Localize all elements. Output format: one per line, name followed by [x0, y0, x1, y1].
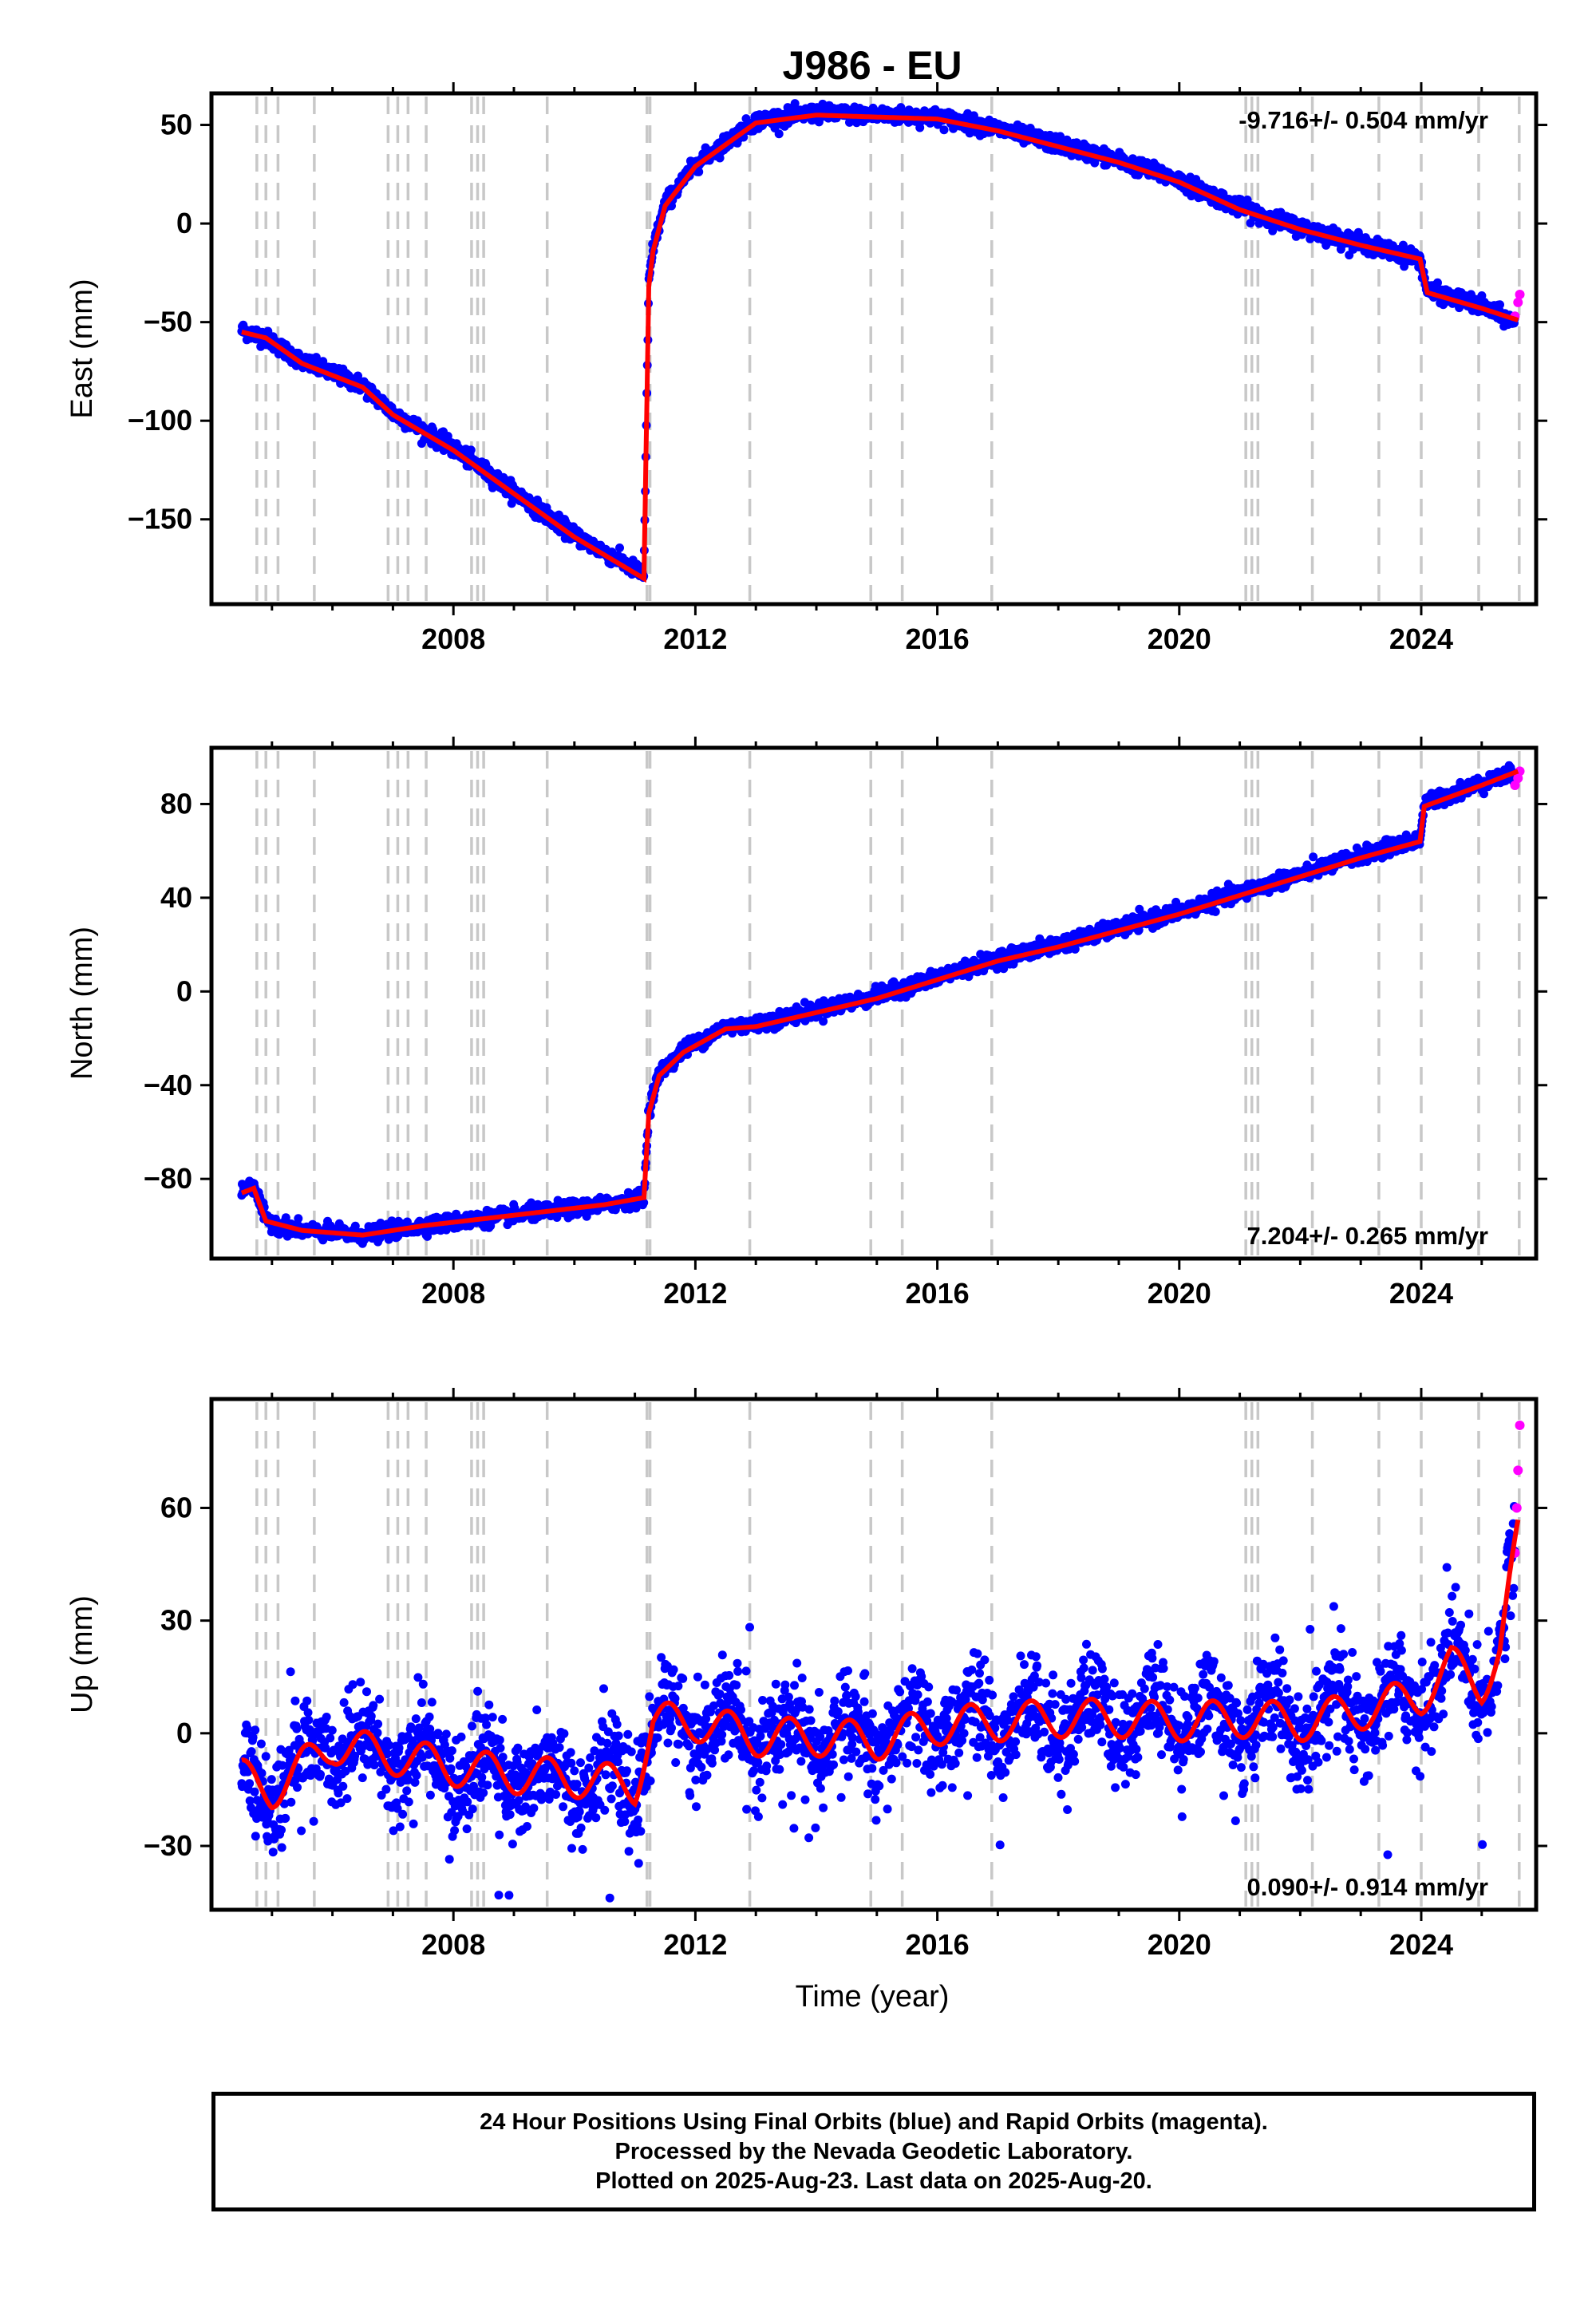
- panels-group: 50 0 −50 −100 −150 East (mm) 2008 2012 2016 2020 2…: [65, 82, 1547, 1961]
- x-tick-label: 2020: [1148, 622, 1211, 655]
- data-point: [1400, 262, 1409, 271]
- y-tick-label: −150: [128, 503, 192, 536]
- x-tick-label: 2012: [663, 622, 727, 655]
- y-tick-label: 50: [160, 109, 192, 141]
- data-point: [1398, 240, 1408, 250]
- data-point: [790, 99, 800, 109]
- data-point: [774, 129, 784, 139]
- panel-east: 50 0 −50 −100 −150 East (mm) 2008 2012 2016 2020 2…: [65, 82, 1547, 655]
- data-point: [294, 1214, 303, 1223]
- data-point: [311, 353, 321, 362]
- data-point: [318, 357, 328, 366]
- data-point: [694, 167, 704, 176]
- rate-label: -9.716+/- 0.504 mm/yr: [1238, 106, 1488, 134]
- data-point: [615, 543, 624, 552]
- y-tick-label: −100: [128, 404, 192, 437]
- data-point: [466, 445, 476, 455]
- data-point: [507, 499, 516, 508]
- x-tick-label: 2008: [421, 622, 485, 655]
- data-point: [1433, 278, 1442, 287]
- y-tick-label: −50: [144, 306, 192, 338]
- y-tick-label: 0: [176, 207, 192, 239]
- final-orbit-points: [237, 761, 1519, 1248]
- plot-frame: [209, 91, 1539, 607]
- figure-title: J986 - EU: [782, 43, 962, 88]
- rapid-orbit-point: [1515, 290, 1525, 300]
- data-point: [1495, 300, 1504, 310]
- x-tick-label: 2016: [906, 622, 970, 655]
- data-point: [939, 125, 949, 135]
- x-tick-label: 2024: [1389, 622, 1453, 655]
- model-curve: [241, 113, 1519, 583]
- y-axis-label: East (mm): [65, 279, 99, 418]
- data-point: [1211, 907, 1220, 916]
- rapid-orbit-point: [1513, 297, 1523, 307]
- final-orbit-points: [237, 99, 1519, 583]
